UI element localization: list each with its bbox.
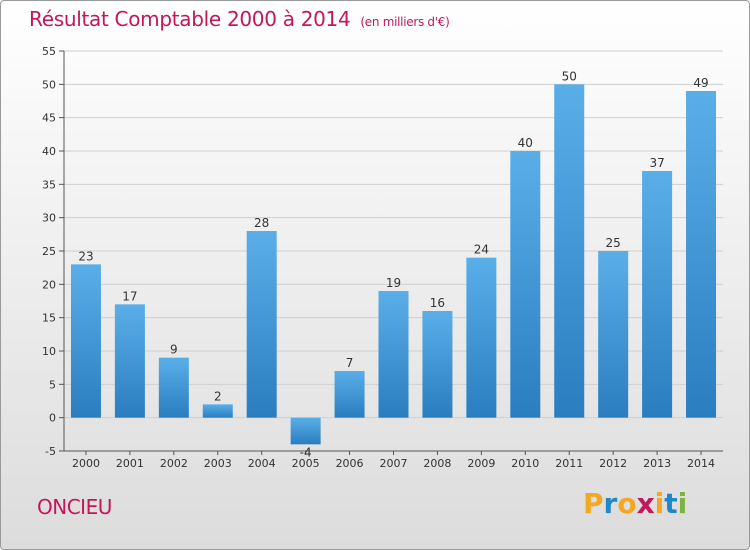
- y-tick-label: 40: [42, 145, 56, 158]
- y-tick-label: 0: [49, 412, 56, 425]
- x-tick-label: 2014: [687, 457, 715, 470]
- bar: [642, 171, 673, 418]
- x-tick-label: 2004: [248, 457, 276, 470]
- x-tick-label: 2002: [160, 457, 188, 470]
- x-tick-label: 2011: [555, 457, 583, 470]
- data-label: 2: [214, 389, 222, 403]
- logo-letter: x: [636, 487, 655, 520]
- data-label: 23: [78, 249, 93, 263]
- bar: [422, 311, 453, 418]
- x-tick-label: 2001: [116, 457, 144, 470]
- bar: [686, 91, 717, 418]
- x-tick-label: 2003: [204, 457, 232, 470]
- y-tick-label: 15: [42, 312, 56, 325]
- y-tick-label: -5: [45, 445, 56, 458]
- data-label: 16: [430, 296, 445, 310]
- y-tick-label: 25: [42, 245, 56, 258]
- x-tick-label: 2012: [599, 457, 627, 470]
- y-tick-label: 30: [42, 212, 56, 225]
- x-tick-label: 2008: [423, 457, 451, 470]
- data-label: 9: [170, 343, 178, 357]
- bar: [554, 84, 585, 418]
- data-label: 37: [649, 156, 664, 170]
- data-label: 19: [386, 276, 401, 290]
- logo-letter: t: [664, 487, 678, 520]
- bar: [158, 357, 189, 418]
- bar: [466, 257, 497, 418]
- x-tick-label: 2007: [380, 457, 408, 470]
- x-tick-label: 2005: [292, 457, 320, 470]
- data-label: 7: [346, 356, 354, 370]
- data-label: 28: [254, 216, 269, 230]
- y-tick-label: 50: [42, 78, 56, 91]
- title-text: Résultat Comptable 2000 à 2014: [29, 7, 351, 31]
- data-label: 40: [518, 136, 533, 150]
- data-label: 25: [606, 236, 621, 250]
- bar: [202, 404, 233, 418]
- bar: [290, 417, 321, 445]
- y-tick-label: 35: [42, 178, 56, 191]
- logo-letter: P: [583, 487, 604, 520]
- data-label: 24: [474, 243, 489, 257]
- data-label: 50: [562, 69, 577, 83]
- logo-letter: r: [603, 487, 618, 520]
- data-label: -4: [300, 445, 312, 459]
- x-tick-label: 2000: [72, 457, 100, 470]
- unit-note: (en milliers d'€): [360, 15, 450, 29]
- bar: [378, 291, 409, 418]
- commune-name: ONCIEU: [37, 495, 112, 519]
- logo-letter: i: [654, 487, 665, 520]
- y-tick-label: 55: [42, 45, 56, 58]
- bar: [510, 151, 541, 418]
- y-tick-label: 5: [49, 378, 56, 391]
- proxiti-logo: Proxiti: [583, 487, 687, 520]
- bar: [70, 264, 101, 418]
- chart-title: Résultat Comptable 2000 à 2014 (en millie…: [29, 7, 450, 31]
- data-label: 17: [122, 289, 137, 303]
- x-tick-label: 2013: [643, 457, 671, 470]
- bar: [334, 371, 365, 418]
- y-tick-label: 10: [42, 345, 56, 358]
- x-tick-label: 2010: [511, 457, 539, 470]
- x-tick-label: 2006: [336, 457, 364, 470]
- y-tick-label: 20: [42, 278, 56, 291]
- logo-letter: i: [677, 487, 688, 520]
- bar: [114, 304, 145, 418]
- data-label: 49: [693, 76, 708, 90]
- bar: [246, 231, 277, 418]
- y-tick-label: 45: [42, 112, 56, 125]
- bar: [598, 251, 629, 418]
- logo-letter: o: [617, 487, 637, 520]
- x-tick-label: 2009: [467, 457, 495, 470]
